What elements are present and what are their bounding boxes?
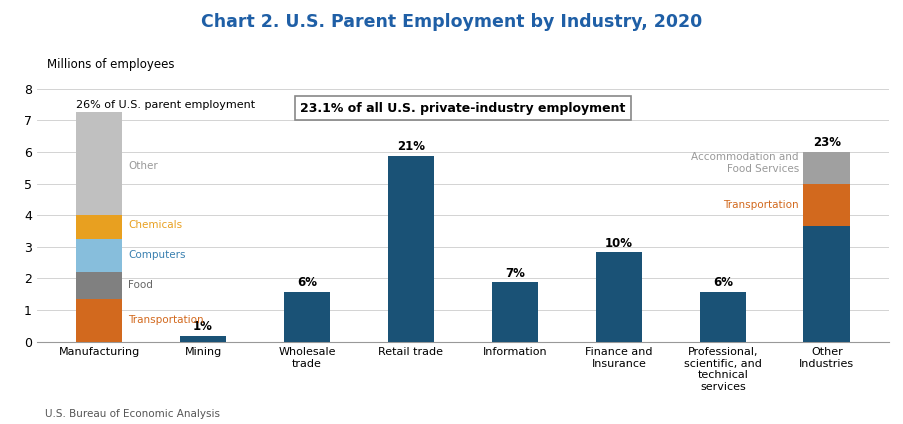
Text: 6%: 6% (297, 276, 317, 289)
Text: 6%: 6% (712, 276, 732, 289)
Bar (76, 112, 122, 215)
Text: 1%: 1% (193, 321, 213, 333)
Bar (76, 215, 122, 239)
Text: Other: Other (128, 161, 158, 171)
Bar (180, 336, 226, 342)
Text: Accommodation and
Food Services: Accommodation and Food Services (691, 152, 798, 174)
Bar (76, 299, 122, 342)
Bar (595, 252, 642, 342)
Text: Transportation: Transportation (128, 315, 203, 326)
Bar (491, 282, 538, 342)
Text: Transportation: Transportation (722, 200, 798, 210)
Bar (284, 292, 330, 342)
Bar (387, 156, 433, 342)
Text: Food: Food (128, 280, 153, 290)
Text: 21%: 21% (396, 140, 424, 153)
Text: 23%: 23% (812, 137, 840, 149)
Text: Millions of employees: Millions of employees (47, 58, 174, 71)
Text: 26% of U.S. parent employment: 26% of U.S. parent employment (76, 100, 255, 110)
Text: Chart 2. U.S. Parent Employment by Industry, 2020: Chart 2. U.S. Parent Employment by Indus… (201, 13, 702, 31)
Text: U.S. Bureau of Economic Analysis: U.S. Bureau of Economic Analysis (45, 409, 220, 419)
Bar (76, 272, 122, 299)
Bar (76, 239, 122, 272)
Text: Computers: Computers (128, 250, 185, 259)
Text: Chemicals: Chemicals (128, 220, 182, 230)
Bar (803, 226, 850, 342)
Text: 10%: 10% (604, 237, 632, 250)
Bar (803, 152, 850, 184)
Bar (699, 292, 746, 342)
Bar (803, 184, 850, 226)
Text: 7%: 7% (505, 267, 525, 280)
Text: 23.1% of all U.S. private-industry employment: 23.1% of all U.S. private-industry emplo… (300, 102, 625, 115)
